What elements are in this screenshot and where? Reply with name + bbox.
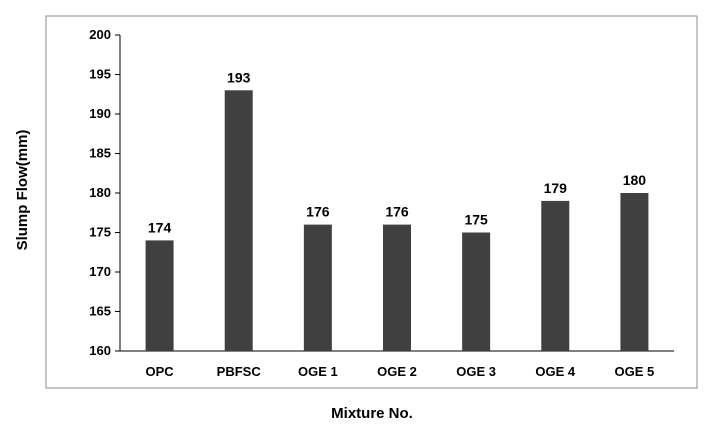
y-tick-label: 175 (89, 225, 111, 240)
y-axis-ticks: 160 165 170 175 180 185 190 195 200 (89, 27, 120, 358)
y-tick-label: 195 (89, 67, 111, 82)
y-tick-label: 165 (89, 304, 111, 319)
x-tick-label: OGE 4 (535, 364, 576, 379)
bar (620, 193, 649, 351)
bar (541, 200, 570, 351)
data-label: 175 (464, 212, 488, 228)
x-tick-label: OPC (145, 364, 174, 379)
data-label: 174 (148, 219, 172, 235)
x-tick-label: OGE 3 (456, 364, 496, 379)
data-label: 180 (623, 172, 647, 188)
y-tick-label: 185 (89, 146, 111, 161)
y-tick-label: 200 (89, 27, 111, 42)
bar (145, 240, 174, 351)
x-tick-label: OGE 5 (615, 364, 655, 379)
chart-area-border (45, 15, 698, 389)
x-tick-label: OGE 2 (377, 364, 417, 379)
x-tick-label: PBFSC (217, 364, 262, 379)
y-tick-label: 160 (89, 343, 111, 358)
x-tick-label: OGE 1 (298, 364, 338, 379)
x-axis-ticks: OPC PBFSC OGE 1 OGE 2 OGE 3 OGE 4 OGE 5 (145, 364, 654, 379)
y-axis-title: Slump Flow(mm) (14, 130, 31, 251)
data-label: 176 (385, 204, 409, 220)
data-label: 179 (544, 180, 568, 196)
bar (303, 224, 332, 351)
x-axis-title: Mixture No. (331, 405, 413, 422)
y-tick-label: 180 (89, 185, 111, 200)
bar (383, 224, 411, 351)
data-label: 176 (306, 204, 330, 220)
bars: 174 193 176 176 175 179 180 (145, 69, 649, 352)
y-tick-label: 170 (89, 264, 111, 279)
bar (462, 232, 491, 351)
data-label: 193 (227, 69, 251, 85)
y-tick-label: 190 (89, 106, 111, 121)
bar (224, 90, 253, 352)
